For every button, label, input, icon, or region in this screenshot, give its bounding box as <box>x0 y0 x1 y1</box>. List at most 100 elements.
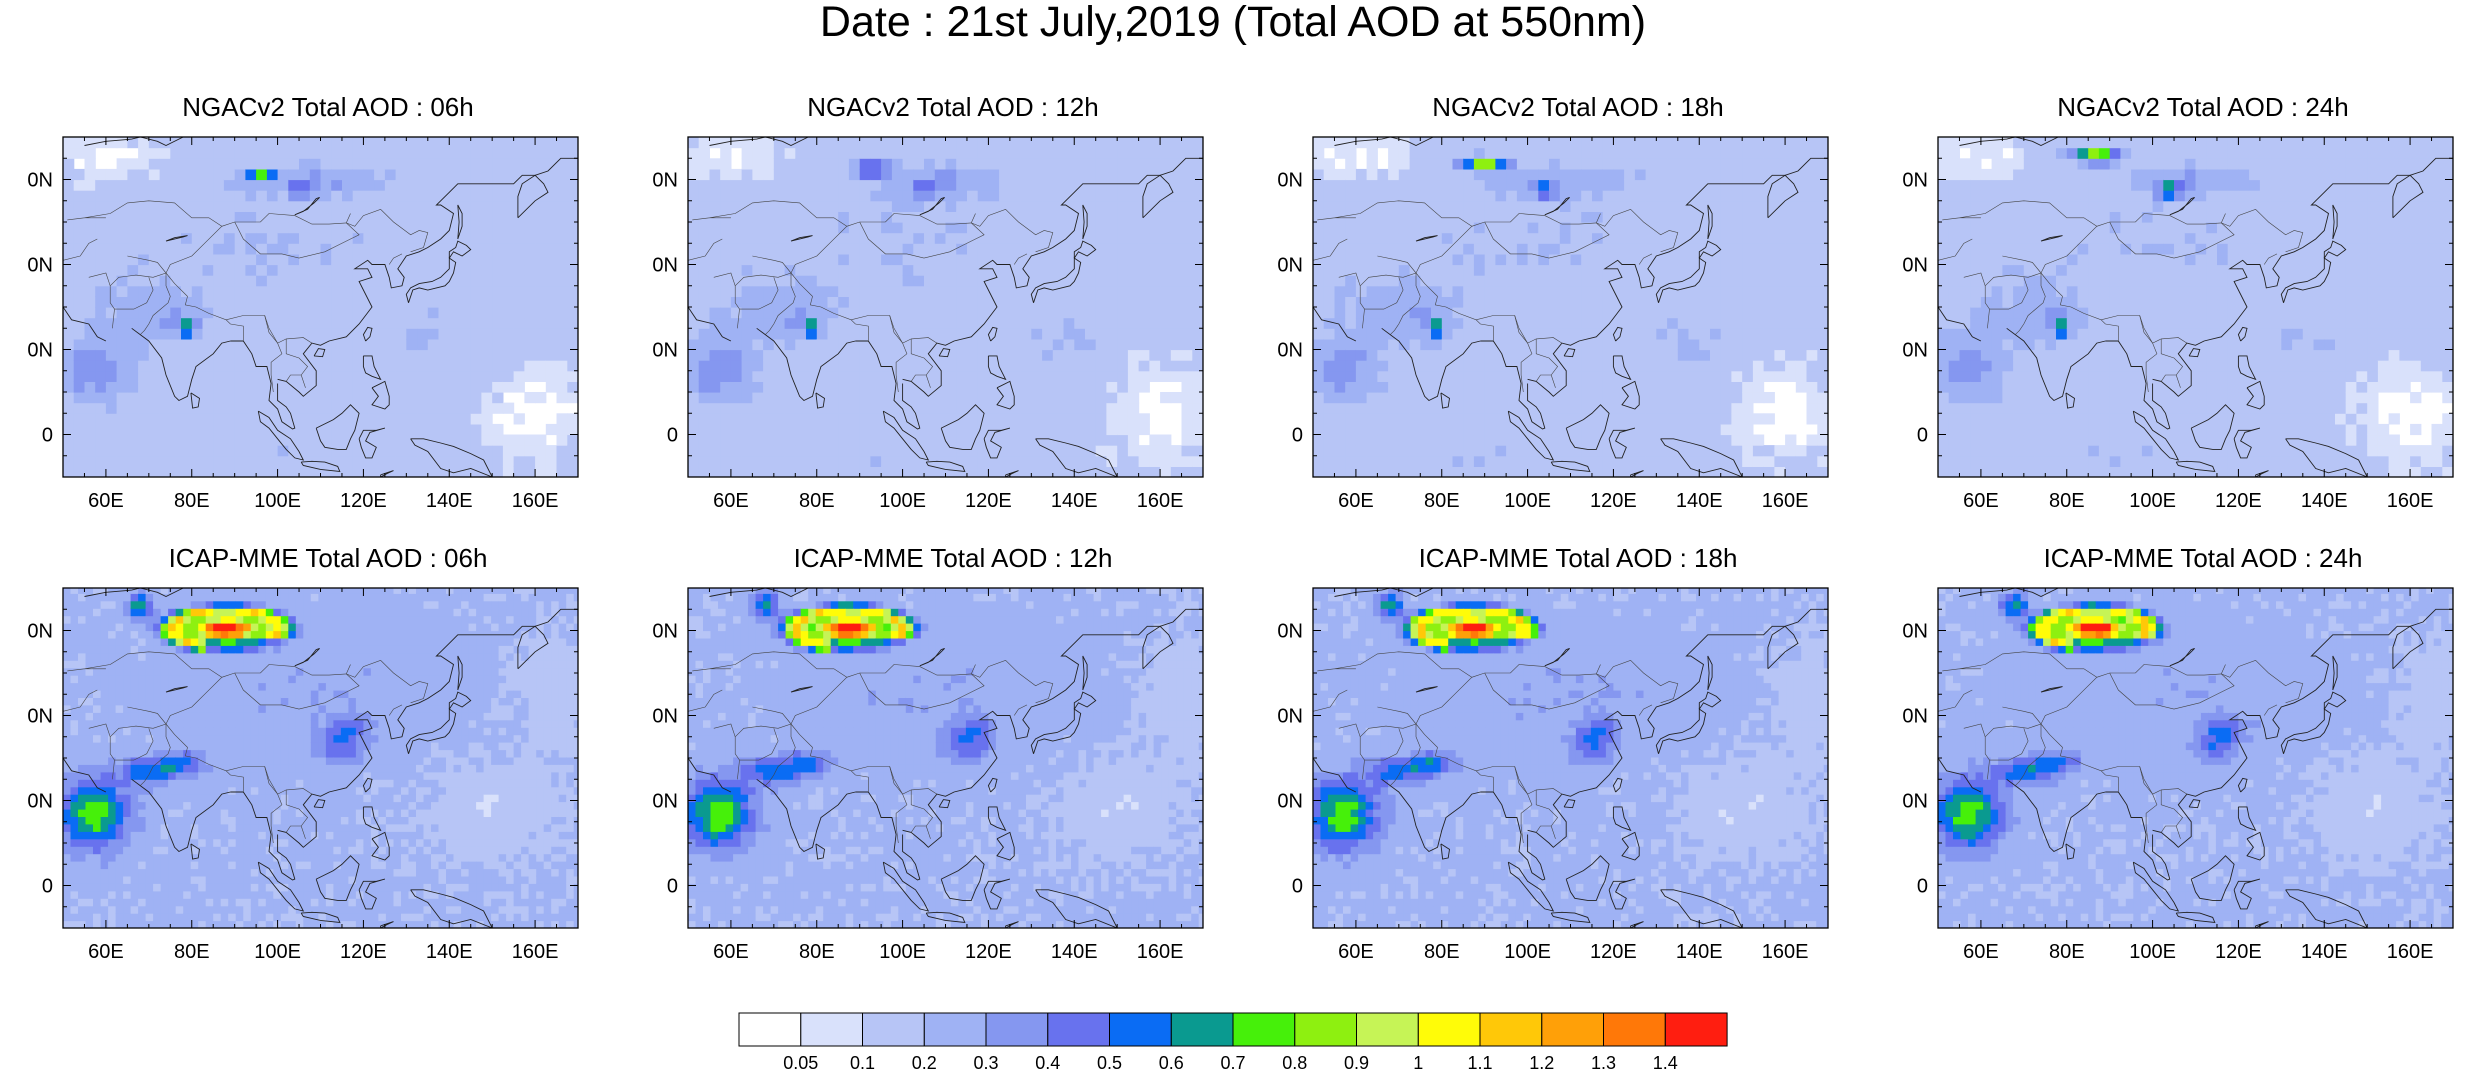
lat-tick-label: 60N <box>1903 170 1928 192</box>
lon-tick-label: 160E <box>512 490 559 512</box>
lat-tick-label: 40N <box>28 706 53 728</box>
lon-tick-label: 160E <box>1137 941 1184 963</box>
aod-field <box>688 137 1204 478</box>
colorbar-swatch <box>1233 1013 1295 1046</box>
colorbar-swatch <box>1295 1013 1357 1046</box>
colorbar-swatch <box>1048 1013 1110 1046</box>
lon-tick-label: 160E <box>1762 490 1809 512</box>
colorbar-swatch <box>1542 1013 1604 1046</box>
lon-tick-label: 160E <box>1137 490 1184 512</box>
map-panel: ICAP-MME Total AOD : 24h 60N40N20N060E80… <box>1903 543 2466 983</box>
lat-tick-label: 60N <box>653 621 678 643</box>
aod-field <box>688 586 1207 929</box>
lat-tick-label: 40N <box>1903 706 1928 728</box>
aod-field <box>1938 586 2457 929</box>
lon-tick-label: 80E <box>2049 490 2085 512</box>
lon-tick-label: 100E <box>2129 490 2176 512</box>
lon-tick-label: 80E <box>799 490 835 512</box>
aod-field <box>63 137 579 478</box>
lon-tick-label: 60E <box>713 490 749 512</box>
lon-tick-label: 140E <box>426 490 473 512</box>
lat-tick-label: 60N <box>28 621 53 643</box>
lon-tick-label: 60E <box>1963 941 1999 963</box>
lon-tick-label: 160E <box>2387 490 2434 512</box>
colorbar-swatch <box>924 1013 986 1046</box>
lat-tick-label: 0 <box>667 425 678 447</box>
lon-tick-label: 60E <box>713 941 749 963</box>
lat-tick-label: 0 <box>1292 425 1303 447</box>
lon-tick-label: 120E <box>1590 490 1637 512</box>
lat-tick-label: 60N <box>1278 170 1303 192</box>
figure-title: Date : 21st July,2019 (Total AOD at 550n… <box>0 0 2466 48</box>
lon-tick-label: 140E <box>1051 490 1098 512</box>
lon-tick-label: 100E <box>254 941 301 963</box>
lon-tick-label: 80E <box>174 941 210 963</box>
lon-tick-label: 80E <box>1424 941 1460 963</box>
map-panel: NGACv2 Total AOD : 06h 60N40N20N060E80E1… <box>28 92 628 532</box>
colorbar-swatch <box>863 1013 925 1046</box>
lon-tick-label: 160E <box>512 941 559 963</box>
map-panel: ICAP-MME Total AOD : 12h 60N40N20N060E80… <box>653 543 1253 983</box>
lat-tick-label: 0 <box>667 876 678 898</box>
colorbar-swatch <box>739 1013 801 1046</box>
aod-map: 60N40N20N060E80E100E120E140E160E <box>653 543 1253 983</box>
lon-tick-label: 140E <box>1676 490 1723 512</box>
lat-tick-label: 40N <box>1278 706 1303 728</box>
lat-tick-label: 40N <box>653 706 678 728</box>
lat-tick-label: 20N <box>28 340 53 362</box>
aod-map: 60N40N20N060E80E100E120E140E160E <box>28 543 628 983</box>
colorbar-swatch <box>1480 1013 1542 1046</box>
lon-tick-label: 60E <box>1338 941 1374 963</box>
lon-tick-label: 160E <box>2387 941 2434 963</box>
lat-tick-label: 0 <box>42 876 53 898</box>
lon-tick-label: 100E <box>1504 490 1551 512</box>
map-panel: ICAP-MME Total AOD : 18h 60N40N20N060E80… <box>1278 543 1878 983</box>
aod-field <box>1313 137 1829 478</box>
lat-tick-label: 40N <box>28 255 53 277</box>
lat-tick-label: 20N <box>653 340 678 362</box>
lon-tick-label: 140E <box>426 941 473 963</box>
colorbar-swatch <box>801 1013 863 1046</box>
lat-tick-label: 60N <box>1903 621 1928 643</box>
aod-field <box>1313 586 1832 929</box>
lat-tick-label: 20N <box>1278 791 1303 813</box>
lat-tick-label: 40N <box>1903 255 1928 277</box>
lon-tick-label: 140E <box>2301 941 2348 963</box>
map-panel: NGACv2 Total AOD : 18h 60N40N20N060E80E1… <box>1278 92 1878 532</box>
colorbar-swatch <box>1110 1013 1172 1046</box>
colorbar-swatch <box>1604 1013 1666 1046</box>
lat-tick-label: 60N <box>28 170 53 192</box>
lon-tick-label: 120E <box>1590 941 1637 963</box>
lat-tick-label: 20N <box>1903 340 1928 362</box>
lon-tick-label: 120E <box>2215 941 2262 963</box>
lat-tick-label: 40N <box>1278 255 1303 277</box>
lat-tick-label: 60N <box>1278 621 1303 643</box>
lon-tick-label: 80E <box>174 490 210 512</box>
aod-map: 60N40N20N060E80E100E120E140E160E <box>28 92 628 532</box>
lon-tick-label: 60E <box>1963 490 1999 512</box>
colorbar-swatch <box>986 1013 1048 1046</box>
lon-tick-label: 60E <box>88 941 124 963</box>
colorbar-swatch <box>1418 1013 1480 1046</box>
lon-tick-label: 140E <box>1051 941 1098 963</box>
lat-tick-label: 40N <box>653 255 678 277</box>
lon-tick-label: 140E <box>2301 490 2348 512</box>
lon-tick-label: 140E <box>1676 941 1723 963</box>
colorbar-swatch <box>1357 1013 1419 1046</box>
lat-tick-label: 0 <box>1917 876 1928 898</box>
aod-field <box>1938 137 2454 478</box>
lon-tick-label: 100E <box>1504 941 1551 963</box>
lon-tick-label: 120E <box>965 941 1012 963</box>
lon-tick-label: 60E <box>1338 490 1374 512</box>
aod-map: 60N40N20N060E80E100E120E140E160E <box>1278 92 1878 532</box>
lon-tick-label: 100E <box>879 490 926 512</box>
map-panel: NGACv2 Total AOD : 24h 60N40N20N060E80E1… <box>1903 92 2466 532</box>
aod-field <box>63 586 582 929</box>
aod-map: 60N40N20N060E80E100E120E140E160E <box>1278 543 1878 983</box>
lon-tick-label: 80E <box>799 941 835 963</box>
lon-tick-label: 120E <box>340 941 387 963</box>
aod-map: 60N40N20N060E80E100E120E140E160E <box>1903 543 2466 983</box>
lon-tick-label: 120E <box>2215 490 2262 512</box>
lon-tick-label: 160E <box>1762 941 1809 963</box>
lon-tick-label: 120E <box>340 490 387 512</box>
